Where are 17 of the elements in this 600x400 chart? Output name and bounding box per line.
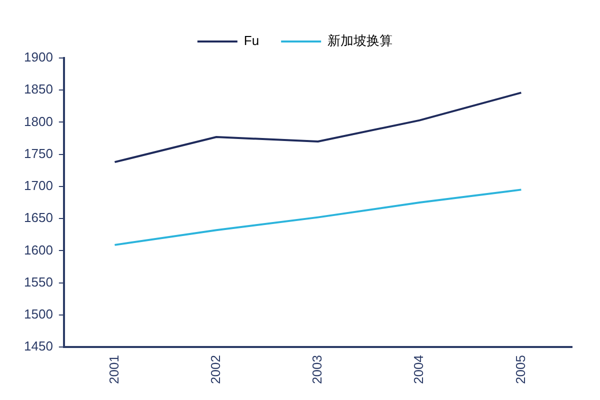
x-tick-label: 2005 <box>512 355 528 384</box>
y-tick-label: 1800 <box>24 114 53 129</box>
y-tick-label: 1600 <box>24 242 53 258</box>
x-tick-label: 2002 <box>208 355 223 384</box>
y-tick-label: 1900 <box>24 50 53 65</box>
y-tick-label: 1450 <box>24 338 53 354</box>
y-tick-label: 1650 <box>24 210 53 226</box>
legend-label: Fu <box>244 33 260 48</box>
y-tick-label: 1500 <box>24 306 53 322</box>
legend-label: 新加坡换算 <box>328 33 393 48</box>
x-tick-label: 2003 <box>310 355 325 384</box>
y-tick-label: 1750 <box>24 146 53 161</box>
x-tick-label: 2001 <box>106 355 122 384</box>
x-tick-label: 2004 <box>411 355 426 384</box>
y-tick-label: 1850 <box>24 82 53 97</box>
y-tick-label: 1550 <box>24 274 53 290</box>
y-tick-label: 1700 <box>24 178 53 194</box>
